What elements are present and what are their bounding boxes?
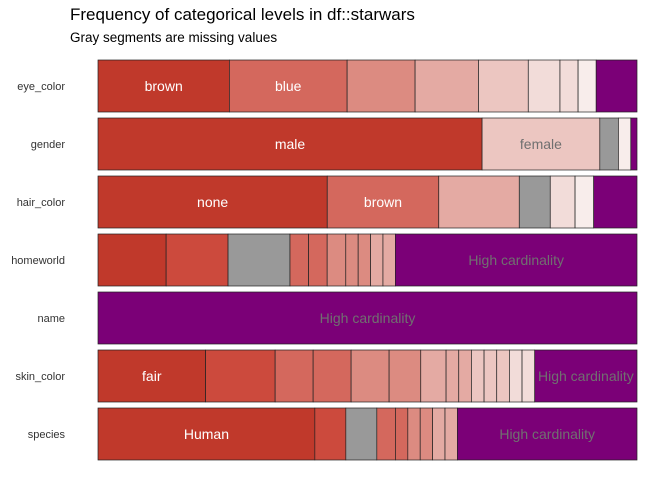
- level-segment: [432, 407, 446, 461]
- high-cardinality-segment: [630, 117, 638, 171]
- segment-label: blue: [275, 78, 302, 94]
- level-segment: [407, 407, 421, 461]
- segment-label: brown: [145, 78, 183, 94]
- level-segment: [419, 407, 433, 461]
- y-tick-label: species: [28, 429, 66, 441]
- y-tick-label: eye_color: [17, 81, 65, 93]
- segment-label: brown: [364, 194, 402, 210]
- segment-label: High cardinality: [468, 252, 564, 268]
- level-segment: [577, 59, 597, 113]
- y-tick-label: name: [37, 313, 65, 325]
- level-segment: [97, 233, 167, 287]
- level-segment: [312, 349, 352, 403]
- level-segment: [289, 233, 309, 287]
- level-segment: [527, 59, 561, 113]
- y-tick-label: homeworld: [11, 255, 65, 267]
- segment-label: High cardinality: [320, 310, 416, 326]
- level-segment: [205, 349, 276, 403]
- bar-row-species: species Human High cardinality: [28, 407, 638, 461]
- missing-segment: [599, 117, 619, 171]
- segment-label: fair: [142, 368, 162, 384]
- high-cardinality-segment: [457, 407, 638, 461]
- level-segment: [509, 349, 523, 403]
- level-segment: [370, 233, 384, 287]
- bar-row-homeworld: homeworld High cardinality: [11, 233, 638, 287]
- level-segment: [444, 407, 458, 461]
- level-segment: [274, 349, 314, 403]
- segment-label: Human: [184, 426, 229, 442]
- high-cardinality-segment: [595, 59, 638, 113]
- level-segment: [481, 117, 601, 171]
- level-segment: [326, 233, 347, 287]
- segment-label: High cardinality: [538, 368, 634, 384]
- y-tick-label: gender: [31, 139, 66, 151]
- level-segment: [97, 117, 483, 171]
- segment-label: none: [197, 194, 228, 210]
- level-segment: [97, 349, 206, 403]
- level-segment: [314, 407, 347, 461]
- level-segment: [438, 175, 520, 229]
- bar-row-skin-color: skin_color fair High cardinality: [15, 349, 638, 403]
- level-segment: [357, 233, 371, 287]
- high-cardinality-segment: [593, 175, 638, 229]
- level-segment: [478, 59, 529, 113]
- y-tick-label: skin_color: [15, 371, 65, 383]
- bar-row-hair-color: hair_color none brown: [17, 175, 638, 229]
- missing-segment: [227, 233, 291, 287]
- high-cardinality-segment: [97, 291, 638, 345]
- level-segment: [549, 175, 576, 229]
- level-segment: [388, 349, 422, 403]
- level-segment: [574, 175, 595, 229]
- level-segment: [97, 175, 328, 229]
- level-segment: [420, 349, 447, 403]
- level-segment: [376, 407, 396, 461]
- level-segment: [618, 117, 632, 171]
- level-segment: [345, 233, 359, 287]
- segment-label: male: [275, 136, 306, 152]
- missing-segment: [518, 175, 551, 229]
- level-segment: [382, 233, 396, 287]
- level-segment: [445, 349, 460, 403]
- y-tick-label: hair_color: [17, 197, 66, 209]
- bar-row-name: name High cardinality: [37, 291, 638, 345]
- level-segment: [165, 233, 229, 287]
- chart-subtitle: Gray segments are missing values: [70, 30, 278, 45]
- level-segment: [559, 59, 579, 113]
- level-segment: [521, 349, 536, 403]
- high-cardinality-segment: [534, 349, 638, 403]
- segment-label: High cardinality: [499, 426, 595, 442]
- level-segment: [471, 349, 485, 403]
- bar-row-eye-color: eye_color brown blue: [17, 59, 638, 113]
- level-segment: [97, 59, 230, 113]
- level-segment: [496, 349, 510, 403]
- level-segment: [414, 59, 479, 113]
- level-segment: [458, 349, 472, 403]
- segment-label: female: [520, 136, 562, 152]
- level-segment: [326, 175, 440, 229]
- level-segment: [97, 407, 316, 461]
- chart-title: Frequency of categorical levels in df::s…: [70, 5, 415, 24]
- level-segment: [395, 407, 409, 461]
- high-cardinality-segment: [395, 233, 638, 287]
- level-segment: [483, 349, 498, 403]
- bar-row-gender: gender male female: [31, 117, 638, 171]
- level-segment: [350, 349, 390, 403]
- level-segment: [346, 59, 416, 113]
- level-segment: [308, 233, 328, 287]
- missing-segment: [345, 407, 378, 461]
